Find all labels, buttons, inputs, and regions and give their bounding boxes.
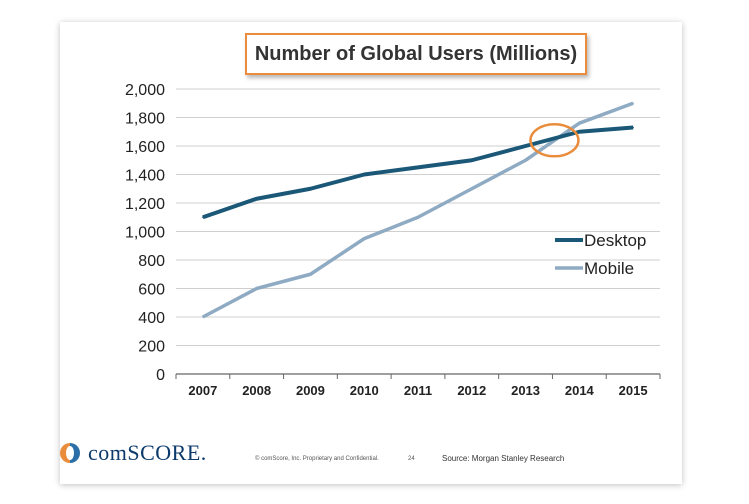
comscore-logo: comSCORE. [60, 440, 207, 466]
data-point-desktop [363, 173, 366, 176]
y-tick-label: 400 [138, 310, 165, 327]
crossover-highlight-ellipse [529, 123, 580, 158]
data-point-mobile [255, 287, 258, 290]
data-point-mobile [578, 122, 581, 124]
data-point-mobile [632, 102, 634, 105]
highlight-annotation [529, 123, 580, 158]
logo-text: comSCORE. [88, 440, 207, 465]
data-point-mobile [524, 159, 527, 162]
chart-title-box: Number of Global Users (Millions) [245, 33, 587, 75]
y-tick-label: 200 [138, 339, 165, 356]
y-tick-label: 1,200 [125, 196, 165, 213]
series-line-desktop [202, 125, 634, 220]
data-point-desktop [417, 166, 419, 169]
data-point-desktop [524, 145, 527, 147]
gridlines [176, 88, 660, 375]
data-point-desktop [309, 187, 312, 190]
y-tick-labels: 0 200 400 600 800 1,000 1,200 1,400 1,600 1,800 2,… [125, 82, 165, 384]
x-tick-label: 2013 [511, 383, 540, 398]
legend-label-mobile: Mobile [584, 259, 634, 278]
x-tick-label: 2007 [188, 383, 217, 398]
y-tick-label: 1,400 [125, 168, 165, 185]
x-tick-label: 2014 [565, 383, 595, 398]
legend-label-desktop: Desktop [584, 231, 646, 250]
legend: Desktop Mobile [555, 231, 646, 278]
y-tick-label: 1,800 [125, 111, 165, 128]
chart-title: Number of Global Users (Millions) [254, 42, 578, 65]
x-tick-label: 2012 [457, 383, 486, 398]
source-text: Source: Morgan Stanley Research [442, 454, 565, 463]
x-tick-labels: 2007 2008 2009 2010 2011 2012 2013 2014 2015 [175, 374, 661, 398]
page-number: 24 [408, 456, 415, 462]
comscore-logo-icon [60, 443, 80, 463]
slide [60, 22, 682, 484]
y-tick-label: 0 [156, 367, 165, 384]
copyright-text: © comScore, Inc. Proprietary and Confide… [255, 456, 379, 462]
data-point-mobile [309, 273, 312, 276]
x-tick-label: 2008 [242, 383, 271, 398]
data-point-mobile [417, 216, 419, 219]
y-tick-label: 2,000 [125, 82, 165, 99]
data-point-desktop [202, 216, 204, 219]
y-tick-label: 1,000 [125, 225, 165, 242]
x-tick-label: 2010 [350, 383, 379, 398]
data-point-desktop [632, 126, 634, 129]
y-tick-label: 600 [138, 282, 165, 299]
data-point-desktop [255, 197, 258, 200]
y-tick-label: 1,600 [125, 139, 165, 156]
series-lines [202, 101, 634, 319]
x-tick-label: 2011 [404, 383, 432, 398]
data-point-mobile [202, 316, 204, 318]
data-point-mobile [363, 237, 366, 240]
data-point-mobile [470, 187, 473, 190]
data-point-desktop [470, 159, 473, 162]
data-point-desktop [578, 130, 581, 133]
y-tick-label: 800 [138, 253, 165, 270]
x-tick-label: 2015 [619, 383, 648, 398]
x-tick-label: 2009 [296, 383, 325, 398]
